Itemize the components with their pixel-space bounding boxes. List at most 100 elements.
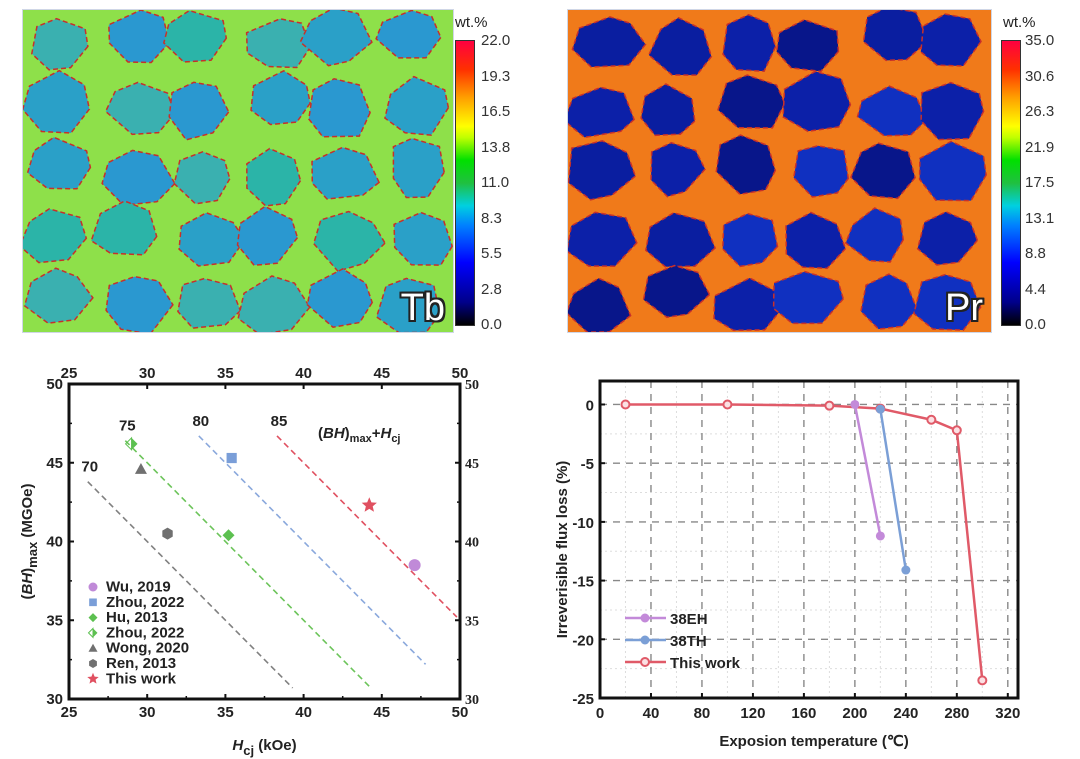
pr-colorbar-tick: 26.3	[1025, 103, 1055, 120]
grain	[375, 277, 441, 332]
pr-element-label: Pr	[945, 287, 983, 329]
data-point-square	[226, 452, 237, 464]
half-diamond-outline	[124, 436, 133, 452]
x-tick-label-bottom: 25	[61, 704, 78, 721]
grain	[384, 75, 450, 136]
grain	[715, 134, 777, 196]
grain	[644, 211, 716, 268]
data-point	[951, 425, 962, 436]
y-tick-label: -10	[572, 515, 594, 532]
y-axis-label: (BH)max (MGOe)	[19, 483, 40, 599]
tb-colorbar	[455, 40, 475, 326]
pr-colorbar-tick: 8.8	[1025, 245, 1046, 262]
grain	[782, 70, 852, 133]
pr-colorbar-tick: 35.0	[1025, 32, 1055, 49]
grain	[392, 137, 445, 199]
grain	[108, 10, 171, 64]
x-tick-label: 0	[596, 705, 604, 722]
grain	[173, 150, 231, 205]
grain	[308, 78, 371, 138]
legend-marker-star	[87, 672, 99, 684]
legend-label: This work	[106, 670, 177, 687]
data-point	[901, 565, 911, 575]
grain	[90, 200, 158, 256]
data-point	[620, 399, 631, 410]
grain	[101, 149, 176, 206]
grain	[775, 18, 840, 73]
iso-line-80	[198, 435, 427, 665]
pr-colorbar-tick: 13.1	[1025, 209, 1055, 227]
grain	[785, 211, 847, 270]
grain	[162, 10, 228, 63]
grain	[104, 81, 176, 136]
sum-annotation: (BH)max+Hcj	[318, 425, 401, 445]
legend-label: This work	[670, 655, 741, 672]
grain	[306, 268, 374, 329]
data-point	[875, 404, 885, 414]
half-diamond-fill	[93, 628, 98, 638]
grain	[642, 264, 711, 319]
y-tick-label-right: 40	[465, 536, 479, 551]
pr-colorbar-unit: wt.%	[1003, 14, 1036, 31]
grain	[717, 74, 786, 129]
x-tick-label: 160	[791, 705, 816, 722]
grain	[850, 142, 916, 200]
grain	[647, 16, 713, 76]
y-tick-label: -20	[572, 632, 594, 649]
grain	[236, 205, 299, 267]
grain	[30, 17, 89, 71]
tb-map-image	[23, 10, 453, 332]
x-tick-label: 40	[643, 705, 660, 722]
pr-colorbar-tick: 4.4	[1025, 280, 1046, 298]
x-tick-label: 200	[842, 705, 867, 722]
grain	[721, 212, 779, 268]
grain	[245, 18, 312, 69]
grain	[920, 81, 985, 141]
tb-colorbar-tick: 13.8	[481, 138, 511, 156]
grain	[568, 140, 637, 201]
x-axis-label: Hcj (kOe)	[232, 737, 296, 758]
y-tick-label: -25	[572, 691, 594, 708]
data-point-star	[361, 497, 377, 512]
grain	[312, 210, 386, 273]
legend-marker-hexagon	[89, 659, 97, 668]
y-tick-label-left: 30	[46, 691, 63, 708]
legend-marker-square	[89, 598, 97, 607]
y-tick-label-left: 40	[46, 534, 63, 551]
grain	[772, 270, 845, 325]
x-tick-label-bottom: 35	[217, 704, 234, 721]
data-point	[850, 399, 860, 409]
grain	[105, 275, 174, 332]
grain	[792, 145, 850, 198]
x-tick-label-top: 30	[139, 365, 156, 382]
tb-element-map: Tb	[22, 9, 454, 333]
data-point-diamond	[222, 529, 235, 542]
iso-line-label-85: 85	[271, 413, 288, 430]
grain	[862, 10, 929, 62]
grain	[650, 141, 707, 198]
x-tick-label-bottom: 40	[295, 704, 312, 721]
grain	[856, 85, 927, 137]
grain	[23, 69, 91, 134]
iso-line-70	[87, 481, 294, 689]
x-axis-label: Exposion temperature (℃)	[719, 733, 908, 750]
y-tick-label: 0	[586, 397, 594, 414]
map-background	[23, 10, 453, 332]
pr-colorbar-tick: 0.0	[1025, 316, 1046, 333]
x-tick-label-top: 50	[452, 365, 469, 382]
legend-marker-half-diamond	[87, 627, 98, 639]
y-tick-label-right: 35	[465, 614, 479, 629]
grain	[568, 211, 638, 267]
iso-line-85	[276, 435, 458, 618]
tb-element-label: Tb	[400, 287, 445, 329]
series-line-38eh	[853, 404, 882, 537]
line-chart: 0 40 80 120 160 200 240 280 320 0 -5 -10 -15 -20 -25 Ex…	[554, 379, 1020, 750]
x-tick-label-top: 45	[373, 365, 390, 382]
legend-label: Wu, 2019	[106, 579, 171, 596]
line-plot-frame	[598, 379, 1020, 700]
data-point-circle	[408, 559, 421, 572]
grain	[913, 273, 982, 331]
legend-marker	[640, 613, 650, 623]
